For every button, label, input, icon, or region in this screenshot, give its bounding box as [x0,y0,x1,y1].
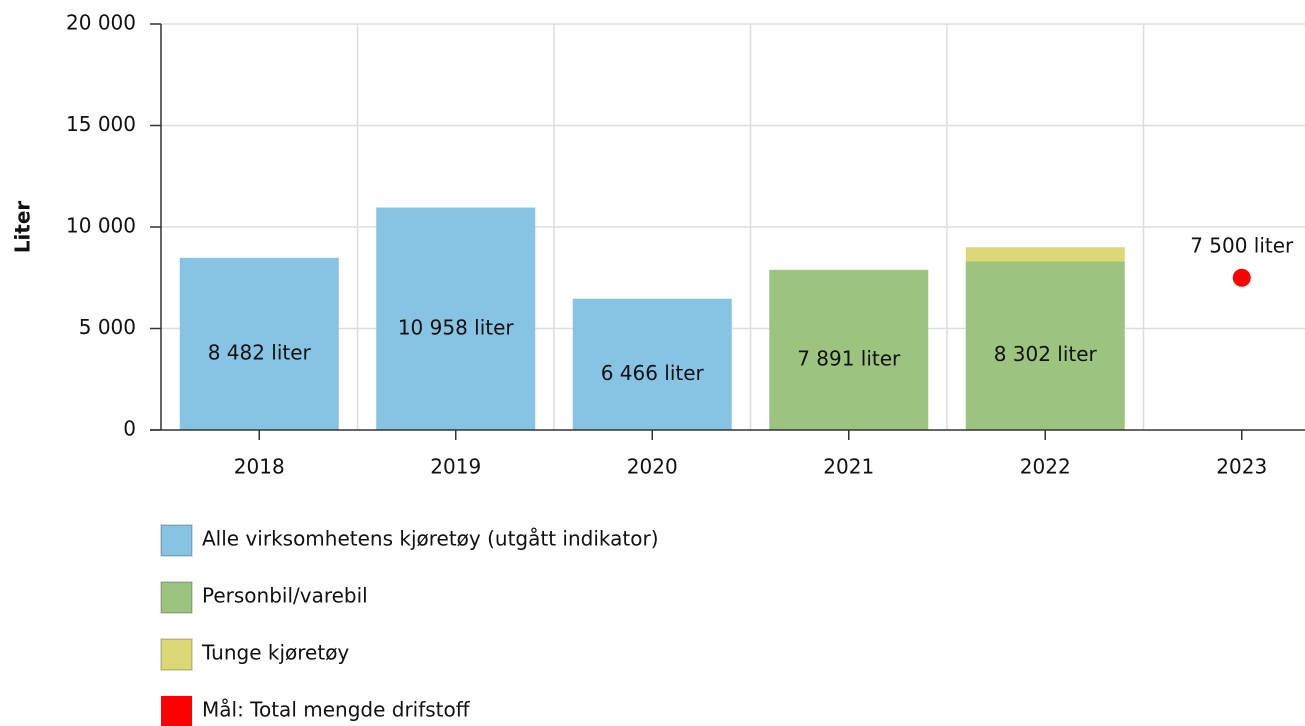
x-tick-label: 2020 [627,455,678,479]
value-label: 8 302 liter [994,342,1098,366]
legend-label: Tunge kjøretøy [201,641,349,665]
x-tick-label: 2022 [1020,455,1071,479]
x-tick-label: 2019 [430,455,481,479]
legend-label: Personbil/varebil [202,584,368,608]
y-tick-label: 0 [123,417,136,441]
y-tick-label: 15 000 [66,112,136,136]
bar [572,298,732,430]
x-tick-label: 2018 [234,455,285,479]
y-tick-label: 10 000 [66,214,136,238]
legend-swatch [161,696,192,726]
legend-label: Alle virksomhetens kjøretøy (utgått indi… [202,527,659,551]
target-point [1232,268,1251,287]
bar [965,247,1125,262]
value-label: 7 500 liter [1190,233,1294,257]
x-tick-label: 2023 [1216,455,1267,479]
value-label: 7 891 liter [797,346,901,370]
y-tick-label: 20 000 [66,11,136,35]
x-tick-label: 2021 [823,455,874,479]
legend-label: Mål: Total mengde drifstoff [202,698,471,722]
bar [965,261,1125,430]
bar [769,269,929,430]
y-tick-label: 5 000 [79,315,136,339]
bar [179,257,339,430]
y-axis-label: Liter [11,201,35,254]
legend-swatch [160,581,193,614]
value-label: 8 482 liter [208,340,312,364]
legend-swatch [160,524,193,557]
bar [376,207,536,430]
value-label: 10 958 liter [398,315,515,339]
legend-swatch [160,638,193,671]
value-label: 6 466 liter [601,361,705,385]
